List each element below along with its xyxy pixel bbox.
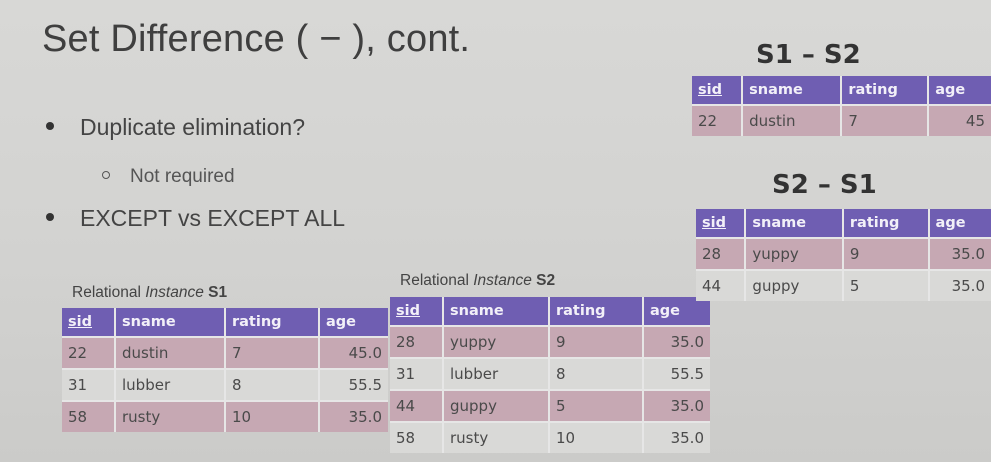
table-row: 31 lubber 8 55.5 — [62, 368, 388, 401]
sub-bullet-text: Not required — [130, 166, 235, 187]
column-header-1: sname — [443, 297, 550, 326]
table-cell: 22 — [62, 336, 116, 369]
column-header-3: age — [928, 76, 991, 105]
column-header-1: sname — [745, 209, 844, 238]
table-cell: 8 — [549, 357, 644, 390]
sub-bullet-ring-icon — [102, 170, 110, 179]
slide-title: Set Difference ( − ), cont. — [42, 18, 471, 60]
caption-bold: S1 — [208, 284, 228, 301]
table-row: 58 rusty 10 35.0 — [390, 421, 710, 453]
table-s1-minus-s2: sid sname rating age 22 dustin 7 45 — [692, 76, 991, 136]
table-cell: 31 — [62, 368, 116, 401]
table-cell: guppy — [745, 269, 844, 301]
table-row: 44 guppy 5 35.0 — [696, 269, 991, 301]
result-title-s2-minus-s1: S2 – S1 — [772, 170, 877, 200]
table-cell: lubber — [115, 368, 226, 401]
table-row: 22 dustin 7 45.0 — [62, 336, 388, 369]
bullet-except: EXCEPT vs EXCEPT ALL — [46, 205, 345, 232]
result-title-s1-minus-s2: S1 – S2 — [756, 40, 861, 70]
table-cell: 44 — [390, 389, 444, 422]
caption-italic: Instance — [473, 272, 532, 289]
column-header-3: age — [928, 209, 991, 238]
table-cell: yuppy — [745, 237, 844, 270]
table-cell: 10 — [225, 400, 320, 432]
caption-s2: Relational Instance S2 — [400, 272, 555, 290]
table-row: 58 rusty 10 35.0 — [62, 400, 388, 432]
column-header-3: age — [319, 308, 388, 337]
sub-bullet-not-required: Not required — [102, 166, 235, 188]
column-header-1: sname — [115, 308, 226, 337]
table-cell: 7 — [225, 336, 320, 369]
table-cell: yuppy — [443, 325, 550, 358]
table-cell: dustin — [742, 104, 843, 136]
table-cell: 35.0 — [319, 400, 388, 432]
table-row: 28 yuppy 9 35.0 — [390, 325, 710, 358]
column-header-0: sid — [696, 209, 747, 238]
table-cell: 31 — [390, 357, 444, 390]
table-cell: 28 — [696, 237, 747, 270]
table-row: 31 lubber 8 55.5 — [390, 357, 710, 390]
column-header-2: rating — [549, 297, 644, 326]
caption-italic: Instance — [145, 284, 204, 301]
table-cell: 9 — [549, 325, 644, 358]
table-cell: 55.5 — [643, 357, 710, 390]
column-header-0: sid — [390, 297, 444, 326]
bullet-text: Duplicate elimination? — [80, 114, 306, 140]
table-cell: rusty — [115, 400, 226, 432]
bullet-dot-icon — [46, 121, 54, 130]
table-cell: guppy — [443, 389, 550, 422]
table-cell: 35.0 — [643, 421, 710, 453]
table-s2: sid sname rating age 28 yuppy 9 35.0 31 lubber 8 55… — [390, 297, 710, 453]
table-cell: 35.0 — [643, 389, 710, 422]
table-s2-minus-s1: sid sname rating age 28 yuppy 9 35.0 44 guppy 5 35.… — [696, 209, 991, 301]
caption-bold: S2 — [536, 272, 556, 289]
caption-prefix: Relational — [72, 284, 146, 301]
table-cell: 9 — [842, 237, 930, 270]
table-header-row: sid sname rating age — [692, 76, 991, 105]
table-cell: 35.0 — [643, 325, 710, 358]
table-cell: dustin — [115, 336, 226, 369]
table-header-row: sid sname rating age — [62, 308, 388, 337]
table-cell: 10 — [549, 421, 644, 453]
table-cell: 45 — [928, 104, 991, 136]
column-header-0: sid — [692, 76, 744, 105]
column-header-2: rating — [225, 308, 320, 337]
column-header-2: rating — [842, 209, 930, 238]
table-cell: 28 — [390, 325, 444, 358]
table-s1: sid sname rating age 22 dustin 7 45.0 31 lubber 8 5… — [62, 308, 388, 432]
table-header-row: sid sname rating age — [696, 209, 991, 238]
table-cell: 35.0 — [928, 237, 991, 270]
caption-prefix: Relational — [400, 272, 474, 289]
column-header-1: sname — [742, 76, 843, 105]
caption-s1: Relational Instance S1 — [72, 284, 227, 302]
table-cell: 55.5 — [319, 368, 388, 401]
table-row: 22 dustin 7 45 — [692, 104, 991, 136]
table-cell: 58 — [62, 400, 116, 432]
column-header-0: sid — [62, 308, 116, 337]
bullet-duplicate-elimination: Duplicate elimination? — [46, 114, 305, 141]
table-cell: 45.0 — [319, 336, 388, 369]
table-row: 44 guppy 5 35.0 — [390, 389, 710, 422]
column-header-2: rating — [841, 76, 930, 105]
table-cell: lubber — [443, 357, 550, 390]
table-header-row: sid sname rating age — [390, 297, 710, 326]
table-cell: 58 — [390, 421, 444, 453]
table-row: 28 yuppy 9 35.0 — [696, 237, 991, 270]
column-header-3: age — [643, 297, 710, 326]
table-cell: rusty — [443, 421, 550, 453]
table-cell: 35.0 — [928, 269, 991, 301]
table-cell: 7 — [841, 104, 930, 136]
bullet-dot-icon — [46, 212, 54, 221]
table-cell: 44 — [696, 269, 747, 301]
table-cell: 22 — [692, 104, 744, 136]
bullet-text: EXCEPT vs EXCEPT ALL — [80, 205, 346, 231]
table-cell: 5 — [549, 389, 644, 422]
table-cell: 8 — [225, 368, 320, 401]
table-cell: 5 — [842, 269, 930, 301]
